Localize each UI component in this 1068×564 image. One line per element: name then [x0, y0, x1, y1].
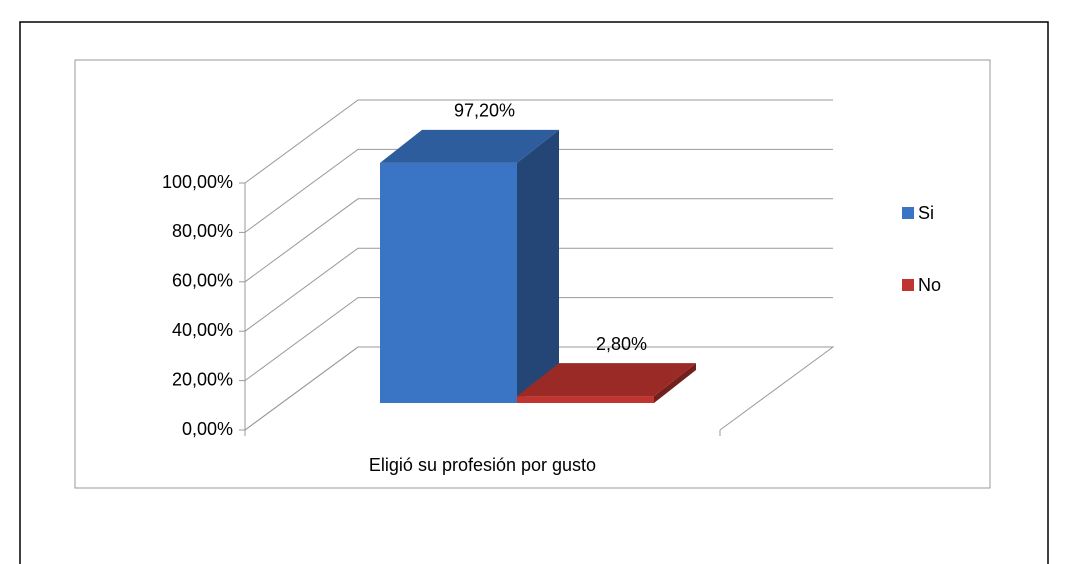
y-tick-label: 80,00%	[172, 221, 233, 241]
legend-swatch	[902, 207, 914, 219]
value-label: 2,80%	[596, 334, 647, 354]
legend-label: Si	[918, 203, 934, 223]
legend-swatch	[902, 279, 914, 291]
bar-side	[654, 363, 696, 403]
legend-label: No	[918, 275, 941, 295]
y-tick-label: 0,00%	[182, 419, 233, 439]
grid-line	[244, 148, 833, 233]
y-tick-label: 20,00%	[172, 369, 233, 389]
bar-side	[517, 129, 559, 403]
y-tick-label: 40,00%	[172, 320, 233, 340]
grid-line	[244, 247, 833, 332]
bar	[380, 162, 517, 403]
value-label: 97,20%	[454, 101, 515, 121]
bar-top	[380, 129, 559, 163]
page-frame	[19, 21, 1049, 564]
grid-line	[244, 99, 833, 184]
grid-line	[244, 198, 833, 283]
bar-top	[517, 363, 696, 397]
y-tick-label: 60,00%	[172, 271, 233, 291]
grid-line	[244, 297, 833, 382]
x-tick-label: Eligió su profesión por gusto	[369, 455, 596, 475]
bar	[517, 396, 654, 403]
grid-line	[244, 346, 833, 431]
y-tick-label: 100,00%	[162, 172, 233, 192]
